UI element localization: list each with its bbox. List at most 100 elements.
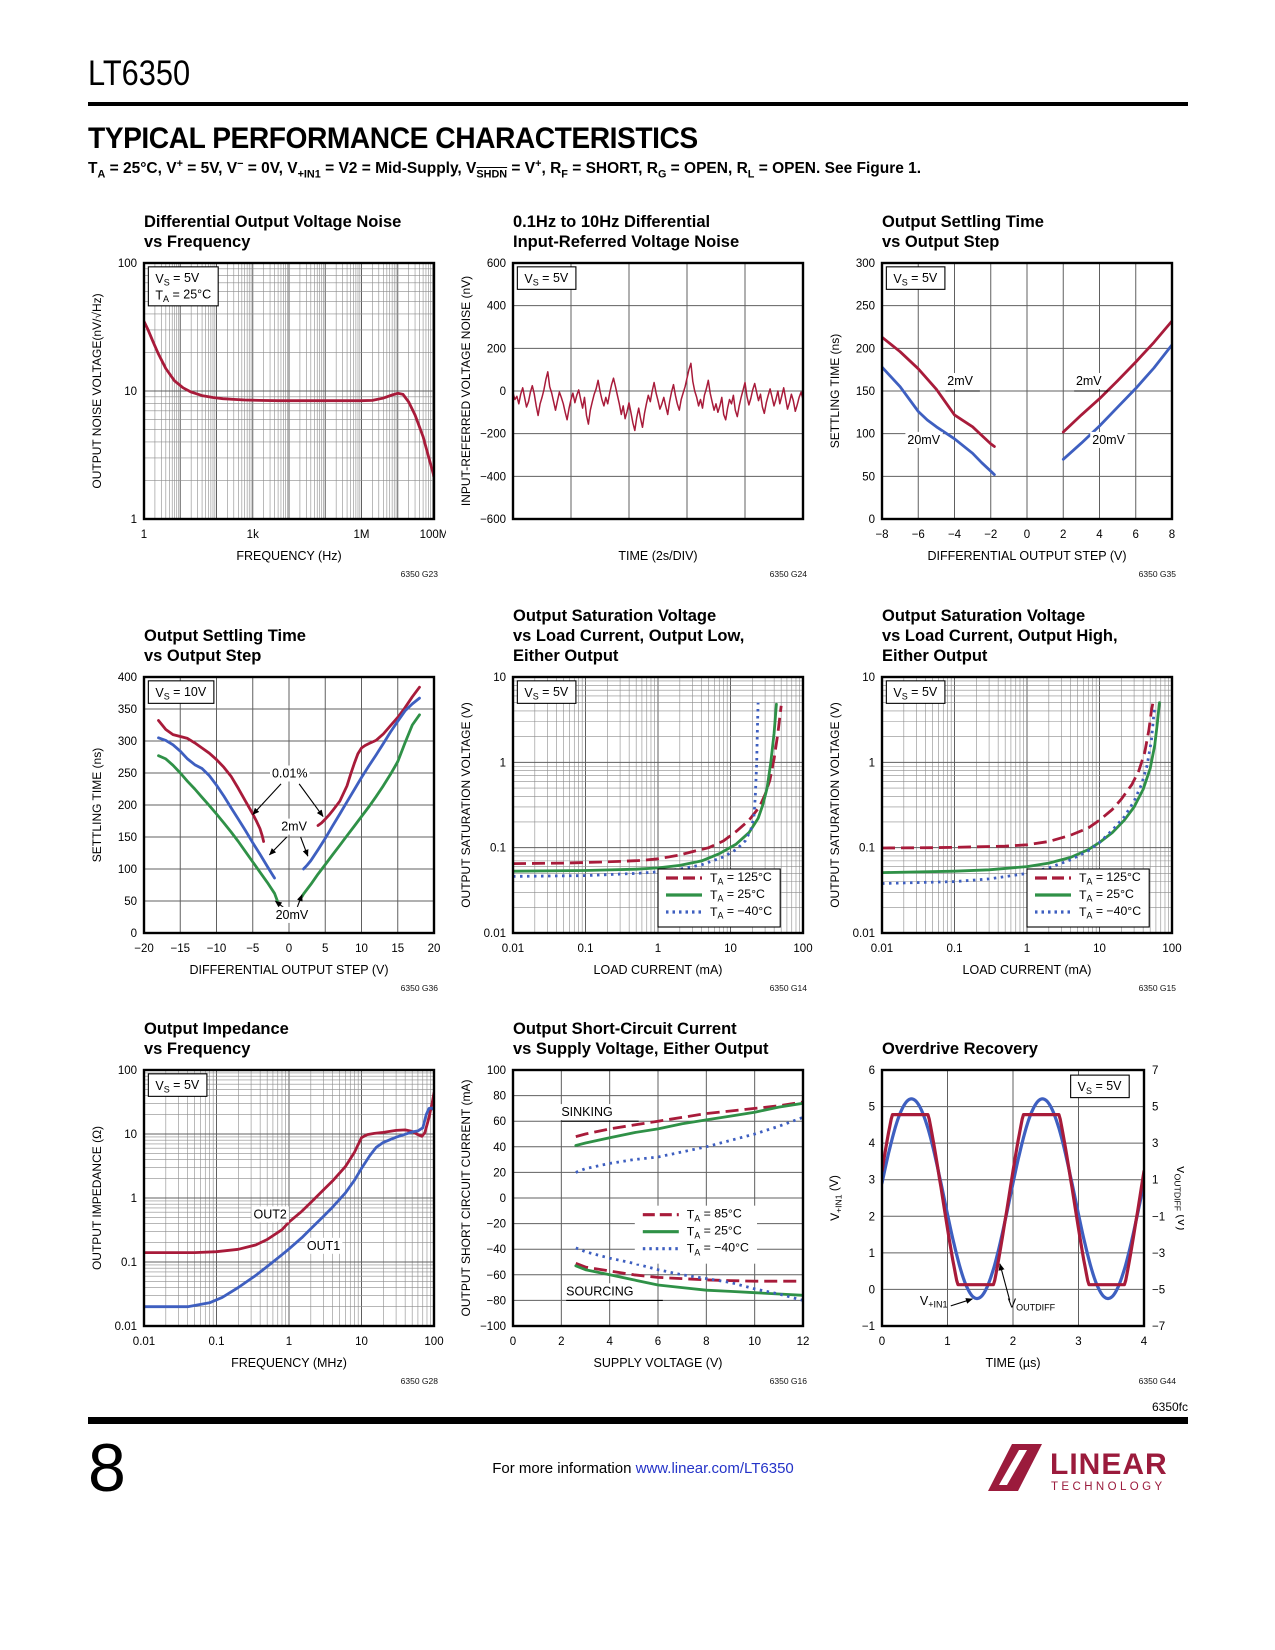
footer-link[interactable]: www.linear.com/LT6350 bbox=[635, 1459, 794, 1477]
svg-text:1: 1 bbox=[286, 1336, 292, 1348]
svg-text:SUPPLY VOLTAGE (V): SUPPLY VOLTAGE (V) bbox=[594, 1356, 723, 1370]
svg-text:1: 1 bbox=[1152, 1175, 1158, 1187]
svg-text:1: 1 bbox=[869, 758, 875, 770]
svg-text:100: 100 bbox=[1162, 943, 1181, 955]
page-number: 8 bbox=[88, 1430, 126, 1507]
chart-settling-time-10v: Output Settling Time vs Output Step −20 −… bbox=[88, 603, 450, 993]
svg-text:−400: −400 bbox=[480, 472, 506, 484]
svg-text:VOUTDIFF: VOUTDIFF bbox=[1008, 1297, 1056, 1313]
svg-text:20mV: 20mV bbox=[907, 433, 940, 447]
svg-text:0.1: 0.1 bbox=[121, 1257, 137, 1269]
svg-text:VS = 5V: VS = 5V bbox=[893, 271, 938, 288]
svg-text:0.01: 0.01 bbox=[133, 1336, 155, 1348]
svg-text:−20: −20 bbox=[134, 943, 154, 955]
svg-text:100: 100 bbox=[118, 258, 137, 270]
svg-text:TA = 85°C: TA = 85°C bbox=[687, 1207, 742, 1224]
svg-text:100: 100 bbox=[793, 943, 812, 955]
svg-text:−1: −1 bbox=[1152, 1212, 1165, 1224]
svg-text:400: 400 bbox=[118, 672, 137, 684]
footer-bar bbox=[88, 1417, 1188, 1425]
svg-text:−3: −3 bbox=[1152, 1248, 1165, 1260]
svg-text:50: 50 bbox=[862, 472, 875, 484]
svg-text:200: 200 bbox=[118, 800, 137, 812]
svg-text:1k: 1k bbox=[247, 529, 259, 541]
chart-title: Output Saturation Voltage vs Load Curren… bbox=[882, 606, 1118, 666]
svg-text:−200: −200 bbox=[480, 429, 506, 441]
svg-text:6: 6 bbox=[1133, 529, 1139, 541]
graph-id: 6350 G35 bbox=[1138, 569, 1176, 580]
svg-text:OUTPUT IMPEDANCE (Ω): OUTPUT IMPEDANCE (Ω) bbox=[90, 1126, 104, 1270]
svg-text:−5: −5 bbox=[246, 943, 259, 955]
svg-text:−600: −600 bbox=[480, 514, 506, 526]
svg-text:VS = 5V: VS = 5V bbox=[155, 271, 200, 288]
svg-text:−6: −6 bbox=[912, 529, 925, 541]
svg-text:1: 1 bbox=[1024, 943, 1030, 955]
svg-text:0.01%: 0.01% bbox=[272, 767, 307, 781]
svg-text:7: 7 bbox=[1152, 1065, 1158, 1077]
svg-text:0: 0 bbox=[286, 943, 292, 955]
linear-technology-logo: LINEAR TECHNOLOGY bbox=[978, 1439, 1188, 1497]
svg-text:300: 300 bbox=[118, 736, 137, 748]
svg-text:6: 6 bbox=[869, 1065, 875, 1077]
svg-text:0.1: 0.1 bbox=[947, 943, 963, 955]
svg-text:250: 250 bbox=[118, 768, 137, 780]
chart-plot-settling-time-10v: −20 −15 −10 −5 0 5 10 15 20050100150200250300350… bbox=[90, 672, 441, 977]
svg-text:100M: 100M bbox=[420, 529, 446, 541]
svg-text:VS = 5V: VS = 5V bbox=[524, 271, 569, 288]
chart-diff-output-noise-vs-frequency: Differential Output Voltage Noise vs Fre… bbox=[88, 210, 450, 579]
svg-text:40: 40 bbox=[493, 1142, 506, 1154]
graph-id: 6350 G15 bbox=[1138, 983, 1176, 994]
svg-text:OUT2: OUT2 bbox=[254, 1208, 287, 1222]
chart-saturation-output-high: Output Saturation Voltage vs Load Curren… bbox=[826, 603, 1188, 993]
svg-text:4: 4 bbox=[1141, 1336, 1148, 1348]
svg-text:60: 60 bbox=[493, 1116, 506, 1128]
svg-text:400: 400 bbox=[487, 301, 506, 313]
svg-text:DIFFERENTIAL OUTPUT STEP (V): DIFFERENTIAL OUTPUT STEP (V) bbox=[927, 549, 1126, 563]
svg-text:1: 1 bbox=[944, 1336, 950, 1348]
svg-text:VS = 5V: VS = 5V bbox=[155, 1078, 200, 1095]
svg-text:−8: −8 bbox=[875, 529, 888, 541]
chart-saturation-output-low: Output Saturation Voltage vs Load Curren… bbox=[457, 603, 819, 993]
header-rule bbox=[88, 102, 1188, 106]
chart-plot-overdrive-recovery: 0 1 2 3 4 −1 0 1 2 3 4 5 6 TIME (µs) V+IN1 (V) −7 −5 −3 −1… bbox=[827, 1065, 1184, 1370]
test-conditions: TA = 25°C, V+ = 5V, V− = 0V, V+IN1 = V2 … bbox=[88, 158, 922, 181]
svg-text:4: 4 bbox=[606, 1336, 613, 1348]
svg-text:100: 100 bbox=[118, 1065, 137, 1077]
svg-text:100: 100 bbox=[118, 864, 137, 876]
svg-text:10: 10 bbox=[748, 1336, 761, 1348]
svg-text:10: 10 bbox=[493, 672, 506, 684]
svg-text:OUTPUT SATURATION VOLTAGE (V): OUTPUT SATURATION VOLTAGE (V) bbox=[828, 702, 842, 908]
svg-text:2: 2 bbox=[869, 1212, 875, 1224]
svg-text:0.01: 0.01 bbox=[484, 928, 506, 940]
svg-text:1: 1 bbox=[500, 758, 506, 770]
svg-text:TA = 25°C: TA = 25°C bbox=[1079, 887, 1134, 904]
svg-text:250: 250 bbox=[856, 301, 875, 313]
chart-title: Output Settling Time vs Output Step bbox=[882, 213, 1044, 252]
svg-text:OUTPUT SATURATION VOLTAGE (V): OUTPUT SATURATION VOLTAGE (V) bbox=[459, 702, 473, 908]
svg-text:1: 1 bbox=[141, 529, 147, 541]
chart-title: Overdrive Recovery bbox=[882, 1040, 1038, 1059]
svg-text:OUT1: OUT1 bbox=[307, 1239, 340, 1253]
svg-text:VS = 5V: VS = 5V bbox=[524, 685, 569, 702]
chart-plot-0p1-10hz-noise: −600 −400 −200 0 200 400 600 TIME (2s/DIV) INPUT… bbox=[459, 258, 805, 563]
svg-text:V+IN1 (V): V+IN1 (V) bbox=[827, 1175, 844, 1221]
svg-text:−7: −7 bbox=[1152, 1321, 1165, 1333]
logo-text-technology: TECHNOLOGY bbox=[1051, 1481, 1166, 1493]
svg-text:SOURCING: SOURCING bbox=[566, 1285, 633, 1299]
svg-text:−5: −5 bbox=[1152, 1285, 1165, 1297]
svg-text:3: 3 bbox=[869, 1175, 875, 1187]
svg-text:1: 1 bbox=[869, 1248, 875, 1260]
svg-text:VS = 5V: VS = 5V bbox=[1078, 1079, 1123, 1096]
svg-text:TA = 25°C: TA = 25°C bbox=[687, 1224, 742, 1241]
graph-id: 6350 G23 bbox=[400, 569, 438, 580]
svg-text:5: 5 bbox=[322, 943, 328, 955]
svg-text:FREQUENCY (Hz): FREQUENCY (Hz) bbox=[236, 549, 341, 563]
svg-text:8: 8 bbox=[703, 1336, 709, 1348]
svg-text:20: 20 bbox=[428, 943, 441, 955]
svg-text:20mV: 20mV bbox=[1092, 433, 1125, 447]
svg-text:TA = 125°C: TA = 125°C bbox=[1079, 870, 1141, 887]
svg-text:2: 2 bbox=[1010, 1336, 1016, 1348]
svg-text:0.01: 0.01 bbox=[502, 943, 524, 955]
svg-text:SETTLING TIME (ns): SETTLING TIME (ns) bbox=[90, 748, 104, 862]
